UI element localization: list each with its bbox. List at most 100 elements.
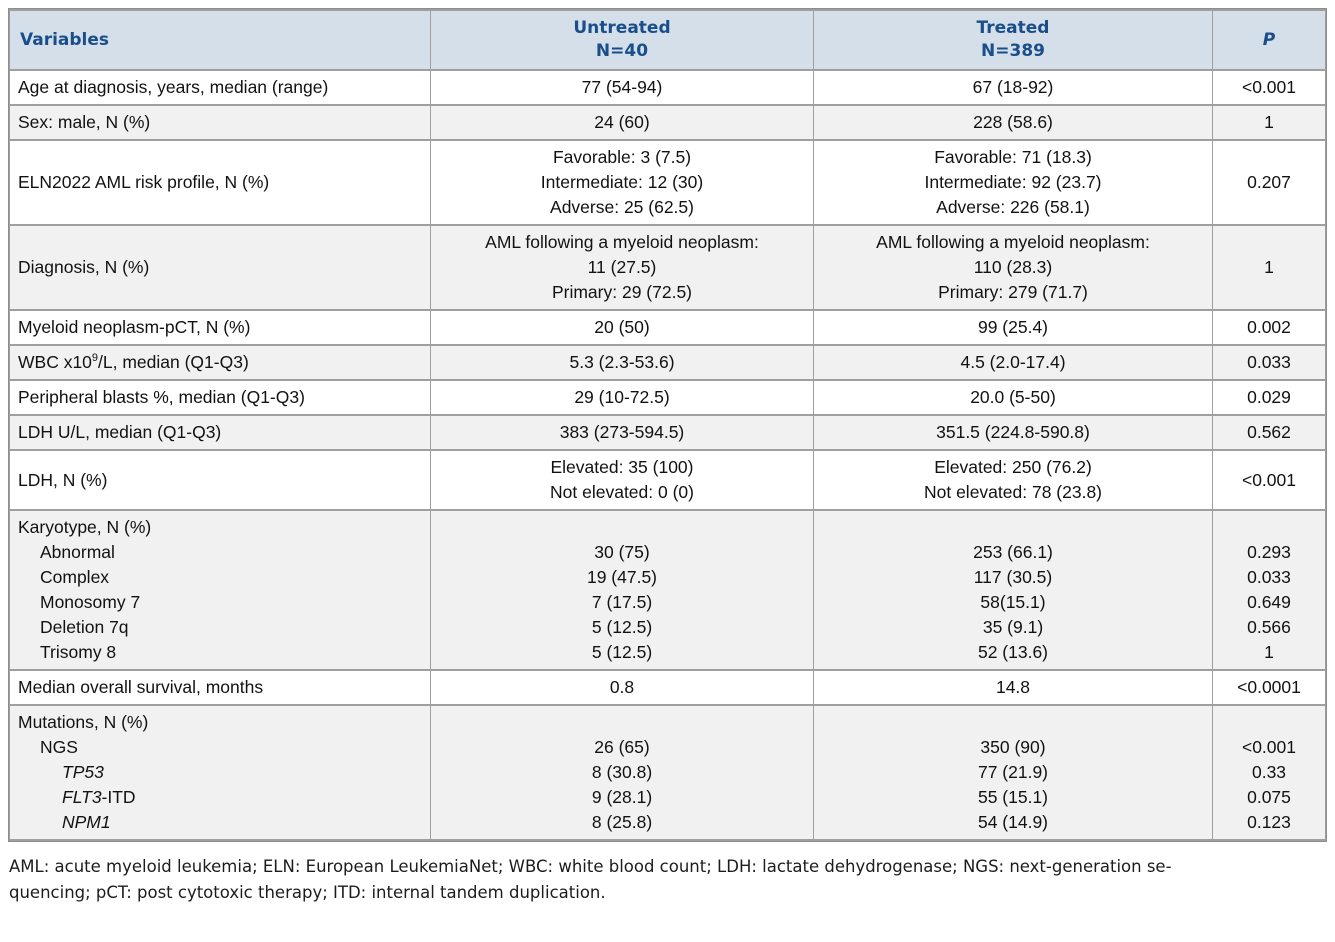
cell-line: Peripheral blasts %, median (Q1-Q3) bbox=[18, 387, 305, 407]
cell-line bbox=[1223, 710, 1315, 735]
cell-untreated: Favorable: 3 (7.5) Intermediate: 12 (30) A… bbox=[431, 141, 813, 224]
cell-line: 8 (30.8) bbox=[591, 762, 653, 782]
table-row: LDH, N (%) Elevated: 35 (100) Not elevated… bbox=[10, 451, 1325, 509]
cell-line: 7 (17.5) bbox=[591, 592, 653, 612]
cell-line: Favorable: 3 (7.5) bbox=[552, 147, 692, 167]
cell-line: 228 (58.6) bbox=[973, 112, 1053, 132]
cell-line bbox=[1223, 515, 1315, 540]
cell-line: 1 bbox=[1264, 257, 1274, 277]
cell-line: 20 (50) bbox=[594, 317, 650, 337]
cell-line: NPM1 bbox=[18, 810, 420, 835]
cell-line: 5 (12.5) bbox=[591, 617, 653, 637]
cell-line: Not elevated: 78 (23.8) bbox=[923, 482, 1103, 502]
cell-line: 0.33 bbox=[1251, 762, 1287, 782]
cell-line: 0.123 bbox=[1247, 812, 1291, 832]
cell-line: Primary: 29 (72.5) bbox=[551, 282, 693, 302]
cell-treated: 14.8 bbox=[814, 671, 1212, 704]
table-row: Karyotype, N (%) Abnormal Complex Monosomy … bbox=[10, 511, 1325, 669]
cell-line: 26 (65) bbox=[594, 737, 650, 757]
cell-line: 52 (13.6) bbox=[977, 642, 1049, 662]
cell-untreated: AML following a myeloid neoplasm: 11 (27.… bbox=[431, 226, 813, 309]
abbreviations-footnote: AML: acute myeloid leukemia; ELN: Europe… bbox=[8, 854, 1327, 906]
cell-treated: 67 (18-92) bbox=[814, 71, 1212, 104]
cell-line: TP53 bbox=[18, 760, 420, 785]
table-row: Peripheral blasts %, median (Q1-Q3) 29 (1… bbox=[10, 381, 1325, 414]
cell-p: 0.029 bbox=[1213, 381, 1325, 414]
cell-line: Adverse: 25 (62.5) bbox=[550, 197, 694, 217]
table-row: Age at diagnosis, years, median (range) 7… bbox=[10, 71, 1325, 104]
cell-line: 0.002 bbox=[1247, 317, 1291, 337]
cell-line: AML following a myeloid neoplasm: bbox=[485, 232, 759, 252]
cell-line: LDH, N (%) bbox=[18, 469, 108, 490]
table-row: WBC x109/L, median (Q1-Q3) 5.3 (2.3-53.6)… bbox=[10, 346, 1325, 379]
cell-variable: Peripheral blasts %, median (Q1-Q3) bbox=[10, 381, 430, 414]
cell-variable: Karyotype, N (%) Abnormal Complex Monosomy … bbox=[10, 511, 430, 669]
cell-p: <0.001 bbox=[1213, 71, 1325, 104]
cell-p: <0.0001 bbox=[1213, 671, 1325, 704]
cell-line: 8 (25.8) bbox=[591, 812, 653, 832]
cell-variable: LDH U/L, median (Q1-Q3) bbox=[10, 416, 430, 449]
table-row: Diagnosis, N (%) AML following a myeloid … bbox=[10, 226, 1325, 309]
cell-p: 1 bbox=[1213, 226, 1325, 309]
cell-line: 383 (273-594.5) bbox=[559, 422, 685, 442]
cell-line: 19 (47.5) bbox=[586, 567, 658, 587]
cell-line: Median overall survival, months bbox=[18, 677, 264, 697]
column-header-p-value: P bbox=[1213, 11, 1325, 69]
cell-line: 20.0 (5-50) bbox=[970, 387, 1056, 407]
cell-p: <0.001 bbox=[1213, 451, 1325, 509]
column-header-treated: Treated N=389 bbox=[814, 11, 1212, 69]
cell-line: AML following a myeloid neoplasm: bbox=[876, 232, 1150, 252]
table-row: Myeloid neoplasm-pCT, N (%) 20 (50) 99 (25… bbox=[10, 311, 1325, 344]
cell-untreated: 29 (10-72.5) bbox=[431, 381, 813, 414]
cell-line: 0.075 bbox=[1247, 787, 1291, 807]
cell-line: Complex bbox=[40, 567, 110, 587]
cell-untreated: 26 (65) 8 (30.8) 9 (28.1) 8 (25.8) bbox=[431, 706, 813, 839]
cell-line: NGS bbox=[40, 737, 78, 757]
cell-treated: AML following a myeloid neoplasm: 110 (28… bbox=[814, 226, 1212, 309]
cell-p: 0.562 bbox=[1213, 416, 1325, 449]
cell-line: <0.001 bbox=[1241, 77, 1296, 97]
cell-variable: ELN2022 AML risk profile, N (%) bbox=[10, 141, 430, 224]
cell-line: 77 (54-94) bbox=[581, 77, 663, 97]
cell-line: 1 bbox=[1264, 642, 1274, 662]
cell-variable: Age at diagnosis, years, median (range) bbox=[10, 71, 430, 104]
cell-variable: WBC x109/L, median (Q1-Q3) bbox=[10, 346, 430, 379]
cell-treated: 20.0 (5-50) bbox=[814, 381, 1212, 414]
cell-p: 1 bbox=[1213, 106, 1325, 139]
cell-line: 350 (90) bbox=[980, 737, 1046, 757]
cell-variable: Median overall survival, months bbox=[10, 671, 430, 704]
header-row: Variables Untreated N=40 Treated N=389 P bbox=[10, 11, 1325, 69]
footnote-line: quencing; pCT: post cytotoxic therapy; I… bbox=[9, 883, 606, 902]
table-row: LDH U/L, median (Q1-Q3) 383 (273-594.5) 35… bbox=[10, 416, 1325, 449]
cell-line: Elevated: 35 (100) bbox=[550, 457, 694, 477]
cell-untreated: 30 (75) 19 (47.5) 7 (17.5) 5 (12.5) 5 (12.5) bbox=[431, 511, 813, 669]
cell-line: 1 bbox=[1264, 112, 1274, 132]
gene-name: TP53 bbox=[62, 762, 104, 782]
cell-line: 55 (15.1) bbox=[977, 787, 1049, 807]
cell-line bbox=[441, 710, 803, 735]
cell-line: 4.5 (2.0-17.4) bbox=[960, 352, 1066, 372]
cell-line: Myeloid neoplasm-pCT, N (%) bbox=[18, 317, 251, 337]
cell-line: 0.207 bbox=[1247, 172, 1291, 192]
cell-line: 35 (9.1) bbox=[982, 617, 1044, 637]
cell-line: Abnormal bbox=[40, 542, 115, 562]
cell-line: 9 (28.1) bbox=[591, 787, 653, 807]
cell-line: Not elevated: 0 (0) bbox=[550, 482, 694, 502]
column-header-label: Untreated bbox=[573, 18, 671, 38]
cell-variable: Mutations, N (%) NGS TP53 FLT3-ITD NPM1 bbox=[10, 706, 430, 839]
column-header-variables: Variables bbox=[10, 11, 430, 69]
cell-line: Sex: male, N (%) bbox=[18, 112, 151, 132]
cell-p: 0.002 bbox=[1213, 311, 1325, 344]
cell-line: 24 (60) bbox=[594, 112, 650, 132]
table-row: Mutations, N (%) NGS TP53 FLT3-ITD NPM1 26 (6… bbox=[10, 706, 1325, 839]
table-body: Age at diagnosis, years, median (range) 7… bbox=[10, 71, 1325, 839]
gene-name: FLT3 bbox=[62, 787, 102, 807]
cell-line: FLT3-ITD bbox=[62, 787, 136, 807]
cell-line: 0.033 bbox=[1247, 567, 1291, 587]
cell-line: 0.029 bbox=[1247, 387, 1291, 407]
cell-treated: 253 (66.1) 117 (30.5) 58(15.1) 35 (9.1) 52 (… bbox=[814, 511, 1212, 669]
cell-line: Elevated: 250 (76.2) bbox=[934, 457, 1092, 477]
column-header-label: P bbox=[1262, 29, 1276, 50]
superscript: 9 bbox=[91, 352, 99, 365]
cell-line: <0.0001 bbox=[1237, 677, 1301, 697]
